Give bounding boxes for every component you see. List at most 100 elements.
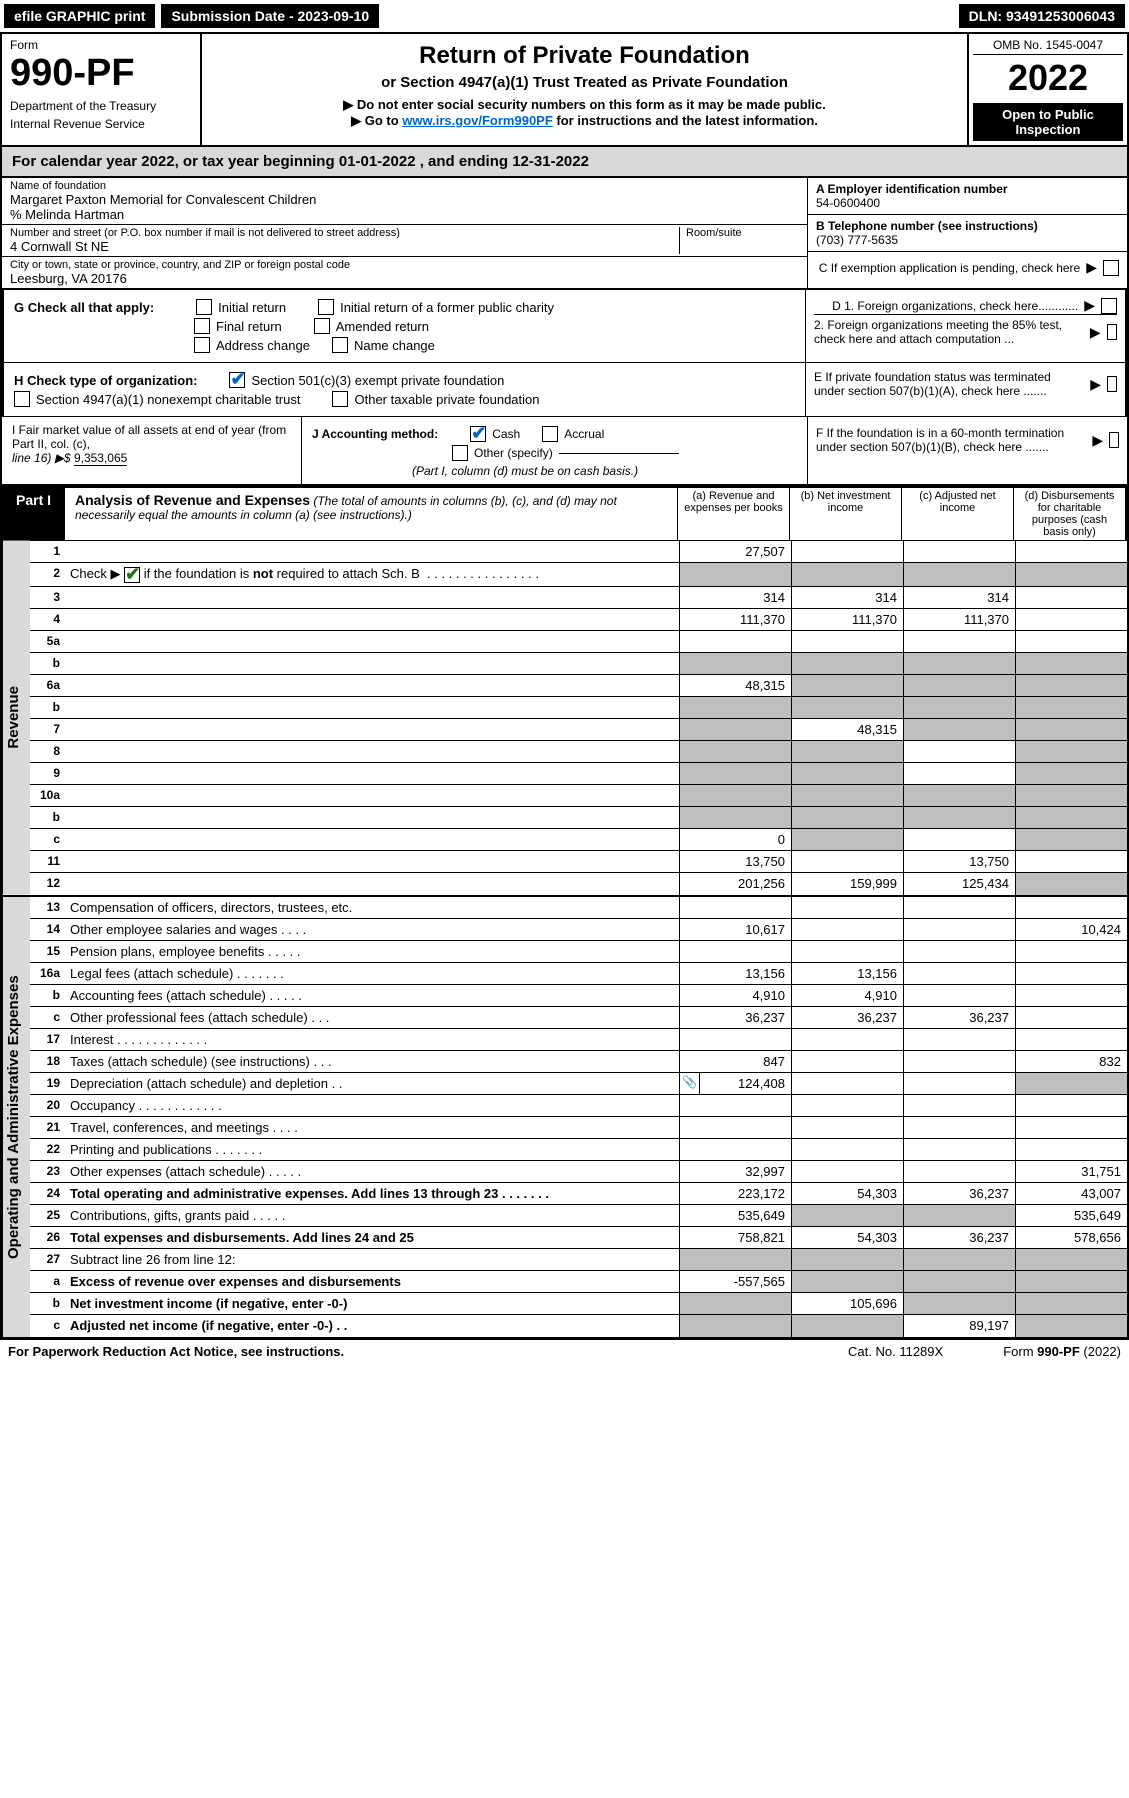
note-url: ▶ Go to www.irs.gov/Form990PF for instru… bbox=[214, 113, 955, 129]
i-block: I Fair market value of all assets at end… bbox=[2, 417, 302, 484]
cell-value bbox=[903, 741, 1015, 762]
c-label: C If exemption application is pending, c… bbox=[819, 261, 1081, 275]
other-taxable-label: Other taxable private foundation bbox=[354, 392, 539, 407]
initial-former-checkbox[interactable] bbox=[318, 299, 334, 315]
cell-value bbox=[791, 1095, 903, 1116]
line-description bbox=[66, 785, 679, 806]
room-label: Room/suite bbox=[686, 227, 799, 239]
arrow-icon: ▶ bbox=[1090, 324, 1101, 341]
arrow-icon: ▶ bbox=[1084, 297, 1095, 314]
dln-badge: DLN: 93491253006043 bbox=[959, 4, 1125, 28]
table-row: 27Subtract line 26 from line 12: bbox=[30, 1249, 1127, 1271]
table-row: 4111,370111,370111,370 bbox=[30, 609, 1127, 631]
line-description: Taxes (attach schedule) (see instruction… bbox=[66, 1051, 679, 1072]
cell-value bbox=[791, 785, 903, 806]
cell-value bbox=[1015, 785, 1127, 806]
cell-value: 36,237 bbox=[903, 1183, 1015, 1204]
cell-value bbox=[791, 807, 903, 828]
s4947-label: Section 4947(a)(1) nonexempt charitable … bbox=[36, 392, 300, 407]
phone-label: B Telephone number (see instructions) bbox=[816, 219, 1038, 233]
cell-value bbox=[791, 541, 903, 562]
e-row: E If private foundation status was termi… bbox=[814, 370, 1117, 398]
cell-value: 48,315 bbox=[679, 675, 791, 696]
part1-desc: Analysis of Revenue and Expenses (The to… bbox=[65, 488, 677, 540]
cal-year-begin: 01-01-2022 bbox=[339, 153, 416, 170]
cell-value: 10,617 bbox=[679, 919, 791, 940]
line-number: 24 bbox=[30, 1183, 66, 1204]
initial-return-checkbox[interactable] bbox=[196, 299, 212, 315]
cell-value: 847 bbox=[679, 1051, 791, 1072]
amended-return-checkbox[interactable] bbox=[314, 318, 330, 334]
cell-value bbox=[1015, 1139, 1127, 1160]
s501c3-checkbox[interactable] bbox=[229, 372, 245, 388]
cell-value bbox=[791, 631, 903, 652]
cell-value bbox=[1015, 541, 1127, 562]
expenses-side-label: Operating and Administrative Expenses bbox=[2, 897, 30, 1337]
cal-year-end: 12-31-2022 bbox=[512, 153, 589, 170]
cell-value bbox=[903, 1139, 1015, 1160]
cell-value: 201,256 bbox=[679, 873, 791, 895]
cell-value bbox=[679, 1249, 791, 1270]
cell-value: 54,303 bbox=[791, 1183, 903, 1204]
line-description bbox=[66, 719, 679, 740]
table-row: 3314314314 bbox=[30, 587, 1127, 609]
name-change-checkbox[interactable] bbox=[332, 337, 348, 353]
calendar-year-row: For calendar year 2022, or tax year begi… bbox=[0, 147, 1129, 178]
60-month-checkbox[interactable] bbox=[1109, 432, 1119, 448]
cell-value: 578,656 bbox=[1015, 1227, 1127, 1248]
cash-checkbox[interactable] bbox=[470, 426, 486, 442]
cell-value bbox=[1015, 873, 1127, 895]
cell-value bbox=[903, 963, 1015, 984]
status-terminated-checkbox[interactable] bbox=[1107, 376, 1117, 392]
col-b-header: (b) Net investment income bbox=[790, 488, 902, 540]
cell-value: 159,999 bbox=[791, 873, 903, 895]
d1-label: D 1. Foreign organizations, check here..… bbox=[832, 299, 1078, 313]
attachment-icon[interactable]: 📎 bbox=[679, 1073, 699, 1094]
cell-value: 13,750 bbox=[679, 851, 791, 872]
cell-value: 13,750 bbox=[903, 851, 1015, 872]
line-number: b bbox=[30, 985, 66, 1006]
table-row: 1113,75013,750 bbox=[30, 851, 1127, 873]
accrual-checkbox[interactable] bbox=[542, 426, 558, 442]
line-number: 7 bbox=[30, 719, 66, 740]
table-row: b bbox=[30, 807, 1127, 829]
line-number: 26 bbox=[30, 1227, 66, 1248]
page-footer: For Paperwork Reduction Act Notice, see … bbox=[0, 1339, 1129, 1363]
cell-value: 27,507 bbox=[679, 541, 791, 562]
instructions-link[interactable]: www.irs.gov/Form990PF bbox=[402, 113, 553, 128]
foreign-org-checkbox[interactable] bbox=[1101, 298, 1117, 314]
line-description: Occupancy . . . . . . . . . . . . bbox=[66, 1095, 679, 1116]
name-change-label: Name change bbox=[354, 338, 435, 353]
cell-value: 4,910 bbox=[791, 985, 903, 1006]
cell-value: 535,649 bbox=[1015, 1205, 1127, 1226]
arrow-icon: ▶ bbox=[1090, 376, 1101, 393]
note-ssn: ▶ Do not enter social security numbers o… bbox=[214, 97, 955, 113]
cell-value bbox=[791, 1073, 903, 1094]
line-description bbox=[66, 609, 679, 630]
line-number: b bbox=[30, 697, 66, 718]
other-taxable-checkbox[interactable] bbox=[332, 391, 348, 407]
table-row: 13Compensation of officers, directors, t… bbox=[30, 897, 1127, 919]
form-ref: Form 990-PF (2022) bbox=[1003, 1344, 1121, 1359]
care-of: % Melinda Hartman bbox=[10, 207, 799, 222]
g-row2: Final return Amended return bbox=[14, 318, 795, 334]
cell-value bbox=[679, 741, 791, 762]
address-change-checkbox[interactable] bbox=[194, 337, 210, 353]
foreign-85-checkbox[interactable] bbox=[1107, 324, 1117, 340]
line-number: 6a bbox=[30, 675, 66, 696]
other-method-checkbox[interactable] bbox=[452, 445, 468, 461]
cell-value bbox=[679, 563, 791, 586]
s4947-checkbox[interactable] bbox=[14, 391, 30, 407]
column-headers: (a) Revenue and expenses per books (b) N… bbox=[677, 488, 1127, 540]
schb-checkbox[interactable] bbox=[124, 567, 140, 583]
ein-value: 54-0600400 bbox=[816, 196, 1119, 210]
final-return-checkbox[interactable] bbox=[194, 318, 210, 334]
cash-label: Cash bbox=[492, 427, 520, 441]
table-row: 8 bbox=[30, 741, 1127, 763]
cell-value bbox=[903, 1161, 1015, 1182]
line-description: Excess of revenue over expenses and disb… bbox=[66, 1271, 679, 1292]
exemption-pending-checkbox[interactable] bbox=[1103, 260, 1119, 276]
d2-label: 2. Foreign organizations meeting the 85%… bbox=[814, 318, 1084, 346]
cell-value bbox=[903, 807, 1015, 828]
table-row: 5a bbox=[30, 631, 1127, 653]
